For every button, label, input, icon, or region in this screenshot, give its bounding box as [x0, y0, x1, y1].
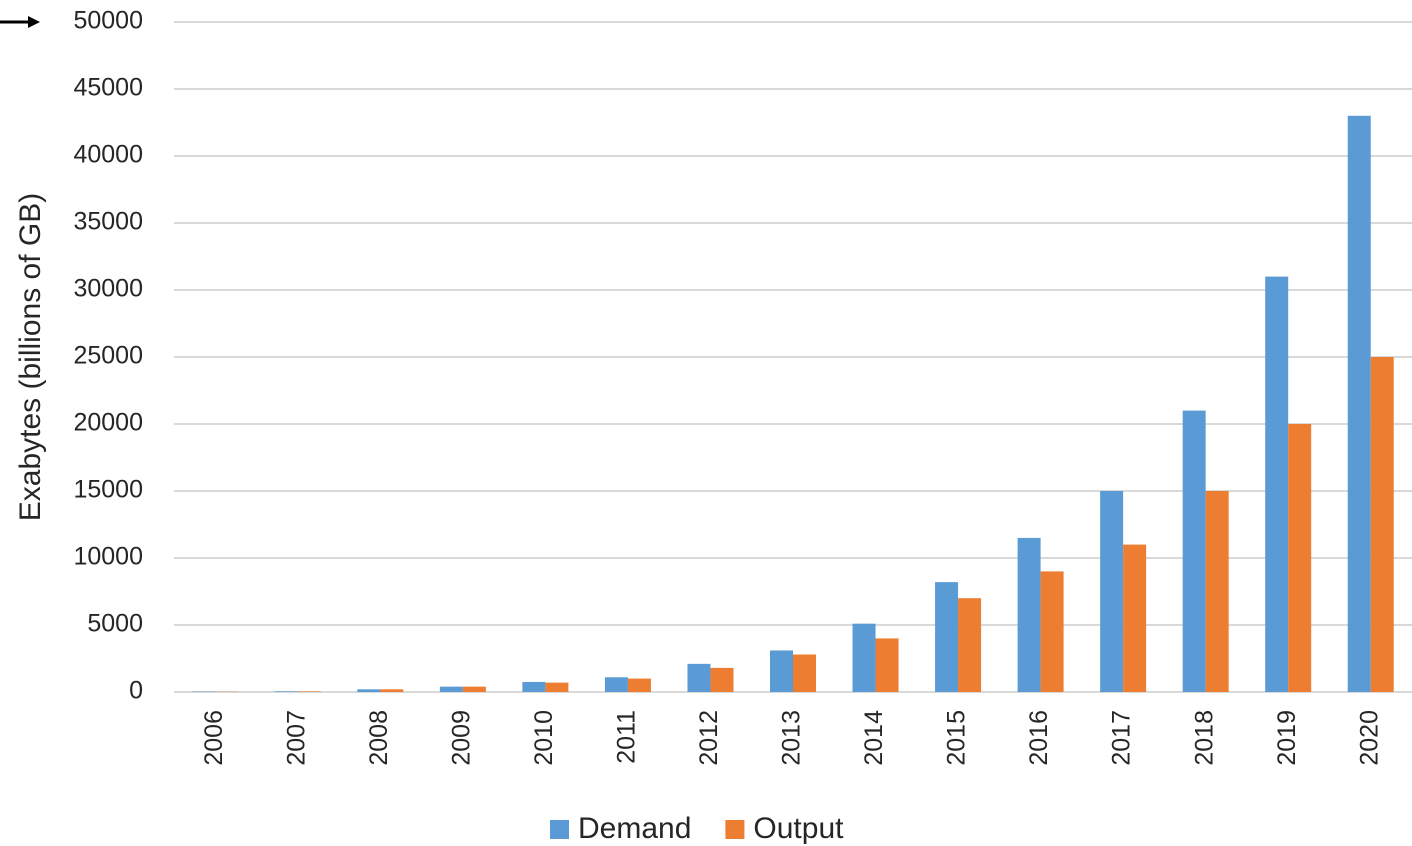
bar: [1205, 491, 1229, 692]
legend-swatch: [725, 820, 745, 839]
bar: [274, 691, 298, 692]
x-tick-label: 2018: [1190, 710, 1218, 766]
bar: [604, 677, 628, 692]
x-tick-label: 2007: [282, 710, 310, 766]
bar: [462, 686, 486, 692]
x-tick-label: 2017: [1108, 710, 1136, 766]
bar: [687, 663, 711, 692]
legend-swatch: [550, 820, 569, 839]
bar: [297, 691, 321, 692]
x-tick-label: 2019: [1273, 710, 1301, 766]
arrow-marker: [0, 16, 40, 28]
bar: [1288, 424, 1312, 692]
y-tick-label: 15000: [73, 476, 143, 504]
bar: [1040, 571, 1064, 692]
bar: [1123, 544, 1147, 692]
x-tick-label: 2008: [365, 710, 393, 766]
y-tick-label: 10000: [73, 543, 143, 571]
x-tick-label: 2012: [695, 710, 723, 766]
bar: [770, 650, 793, 692]
legend-label: Output: [753, 812, 844, 845]
bar: [1182, 410, 1206, 692]
bar: [710, 667, 734, 692]
y-tick-label: 25000: [73, 342, 143, 370]
y-tick-label: 45000: [73, 74, 143, 102]
bar: [958, 598, 982, 692]
bar: [1265, 276, 1289, 692]
y-tick-label: 50000: [73, 7, 143, 35]
y-tick-label: 20000: [73, 409, 143, 437]
y-tick-label: 40000: [73, 141, 143, 169]
bar: [793, 654, 816, 692]
y-tick-label: 5000: [87, 610, 143, 638]
y-tick-label: 0: [129, 677, 143, 705]
bar: [1347, 115, 1371, 693]
x-tick-label: 2006: [200, 710, 228, 766]
x-tick-label: 2011: [613, 710, 641, 764]
x-tick-label: 2010: [530, 710, 558, 766]
x-tick-label: 2020: [1355, 710, 1383, 766]
legend-label: Demand: [578, 812, 691, 845]
bar: [1100, 491, 1124, 692]
x-tick-label: 2009: [447, 710, 475, 766]
x-tick-label: 2014: [860, 710, 888, 766]
bar: [380, 689, 404, 692]
y-tick-label: 35000: [73, 208, 143, 236]
bar: [627, 678, 651, 692]
bar: [1370, 357, 1394, 692]
y-axis-title: Exabytes (billions of GB): [14, 193, 47, 521]
bar: [545, 682, 569, 692]
bar: [357, 689, 381, 692]
y-tick-label: 30000: [73, 275, 143, 303]
bar: [522, 681, 546, 692]
x-tick-label: 2015: [943, 710, 971, 766]
bar: [1017, 537, 1041, 692]
bar: [875, 638, 899, 692]
bar: [852, 623, 876, 692]
bar: [439, 686, 463, 692]
x-tick-label: 2016: [1025, 710, 1053, 766]
x-tick-label: 2013: [778, 710, 806, 766]
bar: [935, 582, 959, 692]
